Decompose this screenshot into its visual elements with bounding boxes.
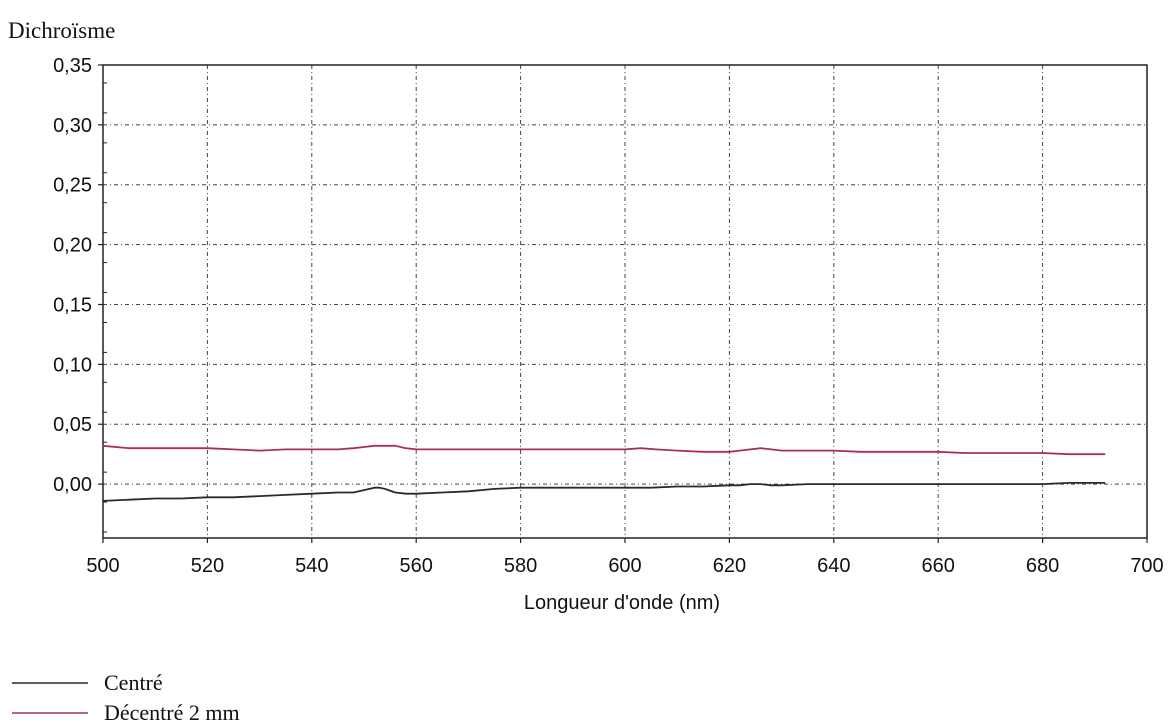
x-axis-label: Longueur d'onde (nm) (524, 592, 720, 614)
legend-label: Décentré 2 mm (104, 700, 240, 725)
x-tick-label: 700 (1130, 555, 1163, 577)
x-tick-label: 600 (608, 555, 641, 577)
y-tick-label: 0,25 (53, 175, 92, 197)
x-tick-label: 660 (922, 555, 955, 577)
y-axis-label: Dichroïsme (8, 18, 115, 43)
x-tick-label: 580 (504, 555, 537, 577)
y-tick-label: 0,15 (53, 294, 92, 316)
x-tick-label: 500 (86, 555, 119, 577)
y-tick-label: 0,35 (53, 55, 92, 77)
y-axis-ticks: 0,00 0,05 0,10 0,15 0,20 0,25 0,30 0,35 (53, 55, 107, 533)
x-tick-label: 520 (191, 555, 224, 577)
series-line-centre (102, 481, 1106, 502)
legend: Centré Décentré 2 mm (12, 670, 240, 725)
x-tick-label: 640 (817, 555, 850, 577)
grid-lines (103, 65, 1147, 538)
x-tick-label: 560 (400, 555, 433, 577)
data-series (102, 444, 1106, 502)
x-tick-label: 620 (713, 555, 746, 577)
legend-label: Centré (104, 670, 163, 695)
x-tick-label: 680 (1026, 555, 1059, 577)
plot-frame (102, 64, 1148, 539)
series-line-decentre (102, 444, 1106, 456)
y-tick-label: 0,10 (53, 354, 92, 376)
y-tick-label: 0,05 (53, 414, 92, 436)
y-tick-label: 0,00 (53, 474, 92, 496)
x-tick-label: 540 (295, 555, 328, 577)
y-tick-label: 0,30 (53, 115, 92, 137)
y-tick-label: 0,20 (53, 235, 92, 257)
x-axis-ticks: 500 520 540 560 580 600 620 640 660 680 700 (86, 538, 1164, 577)
